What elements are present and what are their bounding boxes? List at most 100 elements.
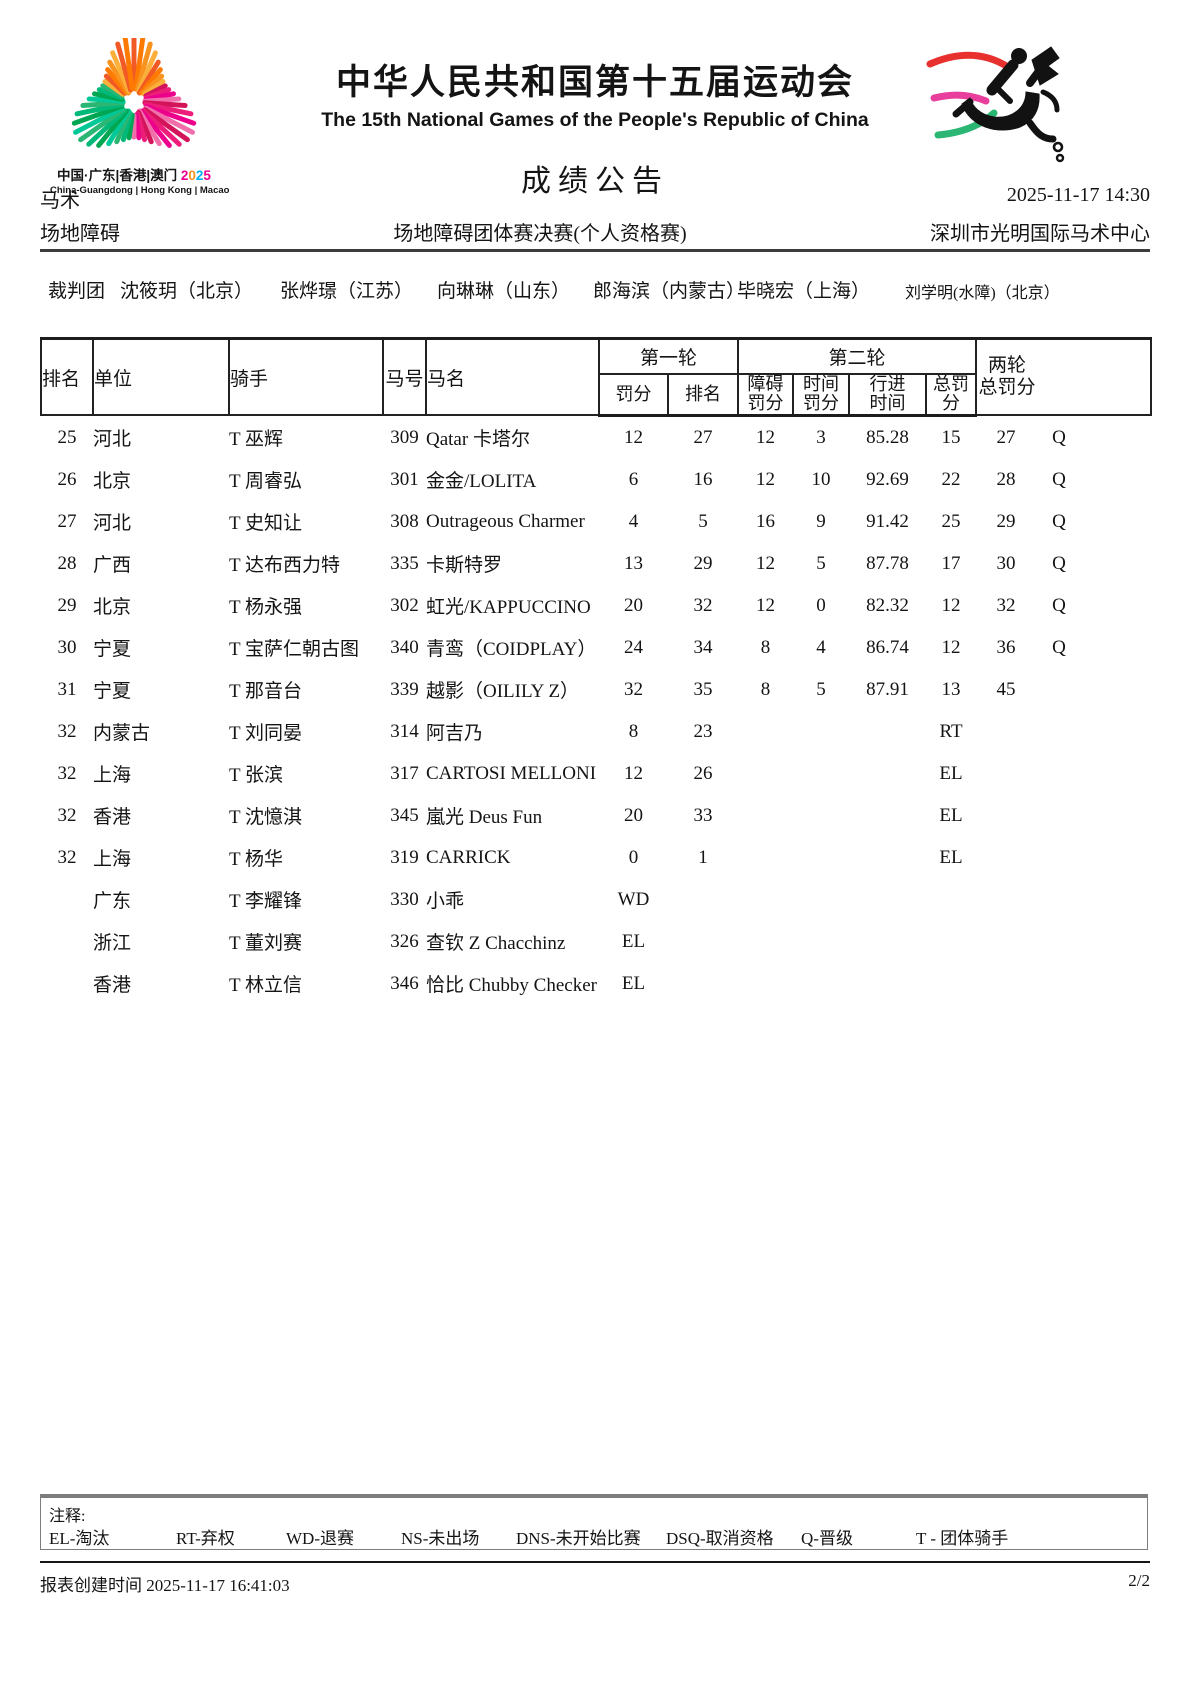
judge-name: 刘学明(水障)（北京） <box>905 285 1060 302</box>
cell-total <box>976 795 1151 837</box>
cell-r2tot: 17 <box>941 552 961 574</box>
cell-r1r: 5 <box>698 510 708 532</box>
cell-unit: 上海 <box>93 849 132 871</box>
cell-r2tot: EL <box>939 804 963 826</box>
cell-r2t: 3 <box>816 426 826 448</box>
table-row: 27 河北 T 史知让 308 Outrageous Charmer 4 5 16 9 91.42… <box>41 501 1151 543</box>
cell-horse: 越影（OILILY Z） <box>426 681 580 703</box>
report-created-time: 2025-11-17 16:41:03 <box>146 1576 290 1595</box>
cell-r2t: 10 <box>811 468 831 490</box>
title-block: 中华人民共和国第十五届运动会 The 15th National Games o… <box>180 54 1010 200</box>
cell-r1p: 12 <box>624 762 643 784</box>
page-title: 中华人民共和国第十五届运动会 <box>335 63 854 102</box>
cell-total <box>976 879 1151 921</box>
cell-r2o: 12 <box>756 468 776 490</box>
cell-r1r: 16 <box>693 468 713 490</box>
header-r2-time-line1: 时间 <box>803 374 840 394</box>
cell-r1r <box>668 879 738 921</box>
cell-r1p: 8 <box>628 720 639 742</box>
header-r2-total: 总罚分 <box>925 372 978 417</box>
cell-r2pt <box>849 879 926 921</box>
cell-no: 302 <box>390 594 419 616</box>
cell-r2tot: 12 <box>941 636 961 658</box>
cell-no: 340 <box>390 636 419 658</box>
logo-year: 2025 <box>181 168 211 183</box>
cell-unit: 香港 <box>93 975 132 997</box>
cell-r1p: 4 <box>628 510 639 532</box>
cell-r2o <box>738 963 793 1005</box>
cell-r2tot: 22 <box>941 468 961 490</box>
cell-r2tot: EL <box>939 762 963 784</box>
cell-r2tot: 12 <box>941 594 961 616</box>
cell-horse: 卡斯特罗 <box>426 555 503 577</box>
cell-total: 36 Q <box>976 627 1151 669</box>
notes-label: 注释: <box>49 1508 86 1525</box>
cell-horse: Qatar 卡塔尔 <box>426 429 530 451</box>
cell-r2t <box>793 837 849 879</box>
total-penalty-value: 32 <box>996 594 1016 616</box>
cell-r2pt: 85.28 <box>866 426 909 448</box>
cell-r1r <box>668 921 738 963</box>
cell-r1p: 6 <box>628 468 639 490</box>
cell-r2pt: 87.78 <box>866 552 909 574</box>
cell-r1p: 0 <box>628 846 639 868</box>
cell-no: 339 <box>390 678 419 700</box>
cell-no: 308 <box>390 510 419 532</box>
cell-horse: CARTOSI MELLONI <box>426 762 597 784</box>
cell-rider: T 达布西力特 <box>229 555 341 577</box>
cell-rank <box>41 879 93 921</box>
cell-r2pt: 87.91 <box>866 678 909 700</box>
cell-rider: T 刘同晏 <box>229 723 303 745</box>
cell-total: 45 <box>976 669 1151 711</box>
table-row: 30 宁夏 T 宝萨仁朝古图 340 青鸾（COIDPLAY） 24 34 8 4 86.74 12… <box>41 627 1151 669</box>
cell-rank: 26 <box>57 468 77 490</box>
notes-box: 注释: EL-淘汰 RT-弃权 WD-退赛 NS-未出场 DNS-未开始比赛 DSQ-取消… <box>40 1494 1148 1550</box>
cell-r1p: 12 <box>624 426 643 448</box>
cell-r2pt <box>849 711 926 753</box>
legend-item: DSQ-取消资格 <box>666 1529 774 1548</box>
cell-r2t <box>793 753 849 795</box>
cell-r2pt <box>849 921 926 963</box>
table-row: 32 香港 T 沈憶淇 345 嵐光 Deus Fun 20 33 EL <box>41 795 1151 837</box>
cell-total: 28 Q <box>976 459 1151 501</box>
cell-r1r: 23 <box>693 720 713 742</box>
cell-r1p: 32 <box>624 678 643 700</box>
equestrian-jumping-icon <box>926 46 1065 163</box>
legend-item: RT-弃权 <box>176 1529 235 1548</box>
table-row: 28 广西 T 达布西力特 335 卡斯特罗 13 29 12 5 87.78 17 30 Q <box>41 543 1151 585</box>
total-penalty-value: 28 <box>996 468 1016 490</box>
discipline-label: 场地障碍 <box>40 223 120 245</box>
venue-name: 深圳市光明国际马术中心 <box>930 223 1150 245</box>
cell-unit: 广东 <box>93 891 132 913</box>
cell-unit: 香港 <box>93 807 132 829</box>
cell-rider: T 巫辉 <box>229 429 284 451</box>
cell-unit: 宁夏 <box>93 681 132 703</box>
cell-no: 314 <box>390 720 419 742</box>
cell-unit: 浙江 <box>93 933 132 955</box>
header-r2-obstacle-line1: 障碍 <box>747 374 784 394</box>
cell-horse: 查钦 Z Chacchinz <box>426 933 566 955</box>
header-total: 两轮 总罚分 <box>975 337 1153 417</box>
cell-r2o <box>738 921 793 963</box>
cell-r2tot: EL <box>939 846 963 868</box>
judge-name: 毕晓宏（上海） <box>737 281 871 302</box>
cell-r1p: WD <box>617 888 650 910</box>
cell-horse: 虹光/KAPPUCCINO <box>426 597 591 619</box>
cell-unit: 宁夏 <box>93 639 132 661</box>
footer-divider <box>40 1561 1150 1563</box>
cell-unit: 河北 <box>93 513 132 535</box>
games-burst-icon <box>71 38 197 148</box>
legend-item: NS-未出场 <box>401 1529 480 1548</box>
cell-unit: 上海 <box>93 765 132 787</box>
cell-rank: 30 <box>57 636 77 658</box>
header-total-line2: 总罚分 <box>978 377 1036 399</box>
cell-r2pt <box>849 837 926 879</box>
cell-r1p: 20 <box>624 804 643 826</box>
cell-no: 301 <box>390 468 419 490</box>
cell-total <box>976 753 1151 795</box>
cell-r2t: 5 <box>816 552 826 574</box>
header-r1-rank: 排名 <box>666 372 740 417</box>
header-horse-no: 马号 <box>382 337 427 417</box>
table-row: 广东 T 李耀锋 330 小乖 WD <box>41 879 1151 921</box>
cell-rider: T 杨永强 <box>229 597 303 619</box>
